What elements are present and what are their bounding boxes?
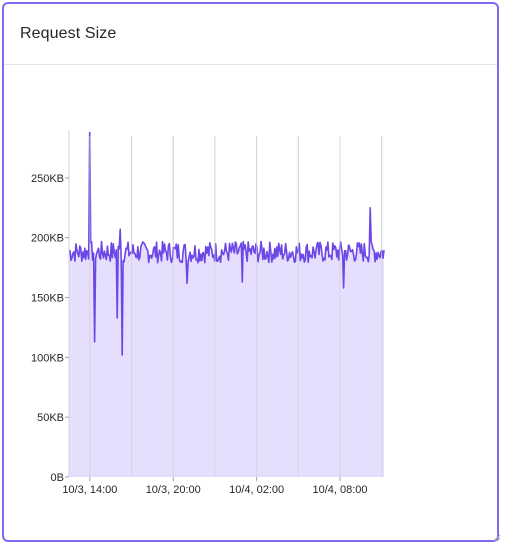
area-layer	[68, 131, 385, 477]
series-line	[68, 131, 385, 356]
card-title: Request Size	[20, 25, 117, 42]
y-tick-label: 100KB	[31, 352, 64, 364]
axis-layer: 0B 50KB 100KB 150KB 200KB 250KB 10/3, 14:00 10/…	[31, 130, 368, 496]
y-tick-label: 0B	[51, 472, 64, 484]
x-tick-label: 10/4, 08:00	[312, 484, 367, 496]
y-tick-label: 150KB	[31, 293, 64, 305]
card-header: Request Size	[4, 4, 497, 65]
series-area	[69, 132, 384, 477]
y-tick-label: 50KB	[37, 412, 64, 424]
x-tick-label: 10/4, 02:00	[229, 484, 284, 496]
y-tick-label: 250KB	[31, 173, 64, 185]
y-tick-label: 200KB	[31, 233, 64, 245]
x-tick-label: 10/3, 14:00	[62, 484, 117, 496]
x-tick-label: 10/3, 20:00	[146, 484, 201, 496]
resize-handle-icon[interactable]	[493, 534, 501, 542]
